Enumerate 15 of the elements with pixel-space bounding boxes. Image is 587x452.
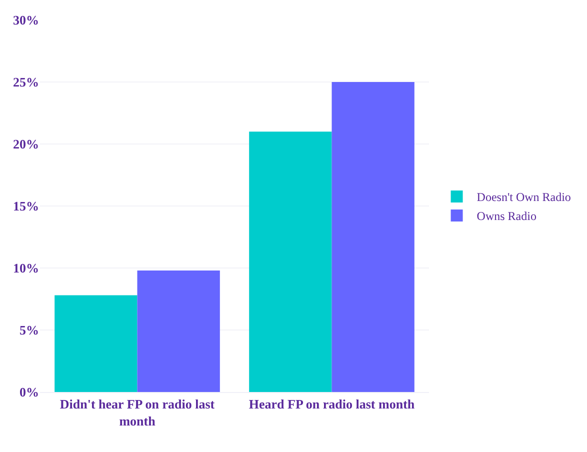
legend-label: Owns Radio <box>476 209 536 224</box>
y-tick-label: 10% <box>13 260 39 276</box>
x-tick-label: Heard FP on radio last month <box>248 396 416 412</box>
y-tick-label: 5% <box>20 322 39 338</box>
bar <box>249 132 332 392</box>
y-tick-label: 0% <box>20 384 39 400</box>
bar <box>54 295 138 392</box>
y-tick-label: 25% <box>13 74 39 90</box>
x-tick-label: Didn't hear FP on radio last month <box>60 396 216 428</box>
y-tick-label: 15% <box>13 198 39 214</box>
legend-label: Doesn't Own Radio <box>476 190 571 204</box>
bar <box>332 82 414 392</box>
bar <box>137 270 220 392</box>
y-tick-label: 30% <box>13 12 39 28</box>
y-tick-label: 20% <box>13 136 39 152</box>
